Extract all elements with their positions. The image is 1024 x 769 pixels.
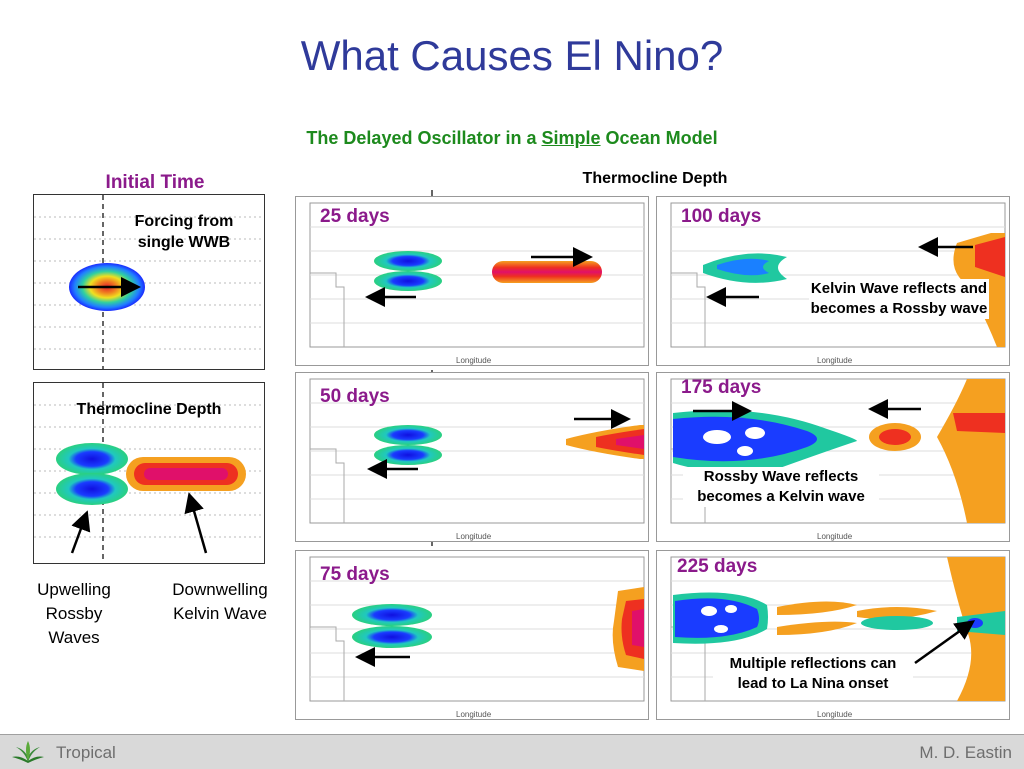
panel-225-note: Multiple reflections can lead to La Nina… (713, 654, 913, 694)
axis-label: Longitude (817, 710, 853, 719)
axis-label: Longitude (817, 532, 853, 541)
axis-label: Longitude (456, 532, 492, 541)
footer-left-text: Tropical (56, 743, 116, 762)
initial-thermocline-box: Thermocline Depth (33, 382, 265, 564)
initial-time-label: Initial Time (105, 172, 205, 193)
initial-forcing-box: Forcing from single WWB (33, 194, 265, 370)
panel-25-label: 25 days (320, 206, 390, 227)
panel-25-days: Longitude 25 days (295, 196, 649, 366)
panel-175-label: 175 days (681, 377, 762, 398)
subtitle-suffix: Ocean Model (600, 128, 718, 148)
axis-label: Longitude (456, 356, 492, 365)
slide-title: What Causes El Nino? (300, 32, 724, 79)
panel-75-label: 75 days (320, 564, 390, 585)
leaf-logo-icon (12, 741, 44, 763)
panel-175-note: Rossby Wave reflects becomes a Kelvin wa… (683, 467, 879, 507)
downwelling-arrow (184, 492, 208, 554)
panel-50-label: 50 days (320, 386, 390, 407)
footer-right-text: M. D. Eastin (919, 743, 1012, 762)
panel-50-plot: Longitude (309, 378, 645, 541)
subtitle-underlined: Simple (541, 128, 601, 148)
axis-label: Longitude (456, 710, 492, 719)
axis-label: Longitude (817, 356, 853, 365)
panel-50-days: Longitude 50 days (295, 372, 649, 542)
initial-forcing-plot (34, 195, 264, 369)
slide-subtitle: The Delayed Oscillator in a Simple Ocean… (0, 128, 1024, 149)
reflection-arrow (914, 620, 976, 665)
slide-footer: Tropical M. D. Eastin (0, 734, 1024, 769)
panel-225-label: 225 days (677, 556, 758, 577)
upwelling-arrow (70, 510, 91, 554)
panel-175-days: Longitude 175 days Rossby Wave reflects … (656, 372, 1010, 542)
subtitle-prefix: The Delayed Oscillator in a (306, 128, 542, 148)
thermocline-depth-header: Thermocline Depth (582, 170, 728, 187)
panel-100-note: Kelvin Wave reflects and becomes a Rossb… (809, 279, 989, 319)
forcing-label: Forcing from single WWB (134, 213, 234, 251)
downwelling-label: Downwelling Kelvin Wave (172, 580, 268, 623)
panel-225-days: Longitude 225 days Multiple reflections … (656, 550, 1010, 720)
panel-75-days: Longitude 75 days (295, 550, 649, 720)
upwelling-label: Upwelling Rossby Waves (37, 580, 111, 647)
initial-thermocline-plot (34, 383, 264, 563)
panel-25-plot: Longitude (309, 202, 645, 365)
panel-100-label: 100 days (681, 206, 762, 227)
thermocline-depth-left-label: Thermocline Depth (76, 401, 222, 418)
panel-75-plot: Longitude (309, 556, 645, 719)
panel-100-days: Longitude 100 days Kelvin Wave reflects … (656, 196, 1010, 366)
